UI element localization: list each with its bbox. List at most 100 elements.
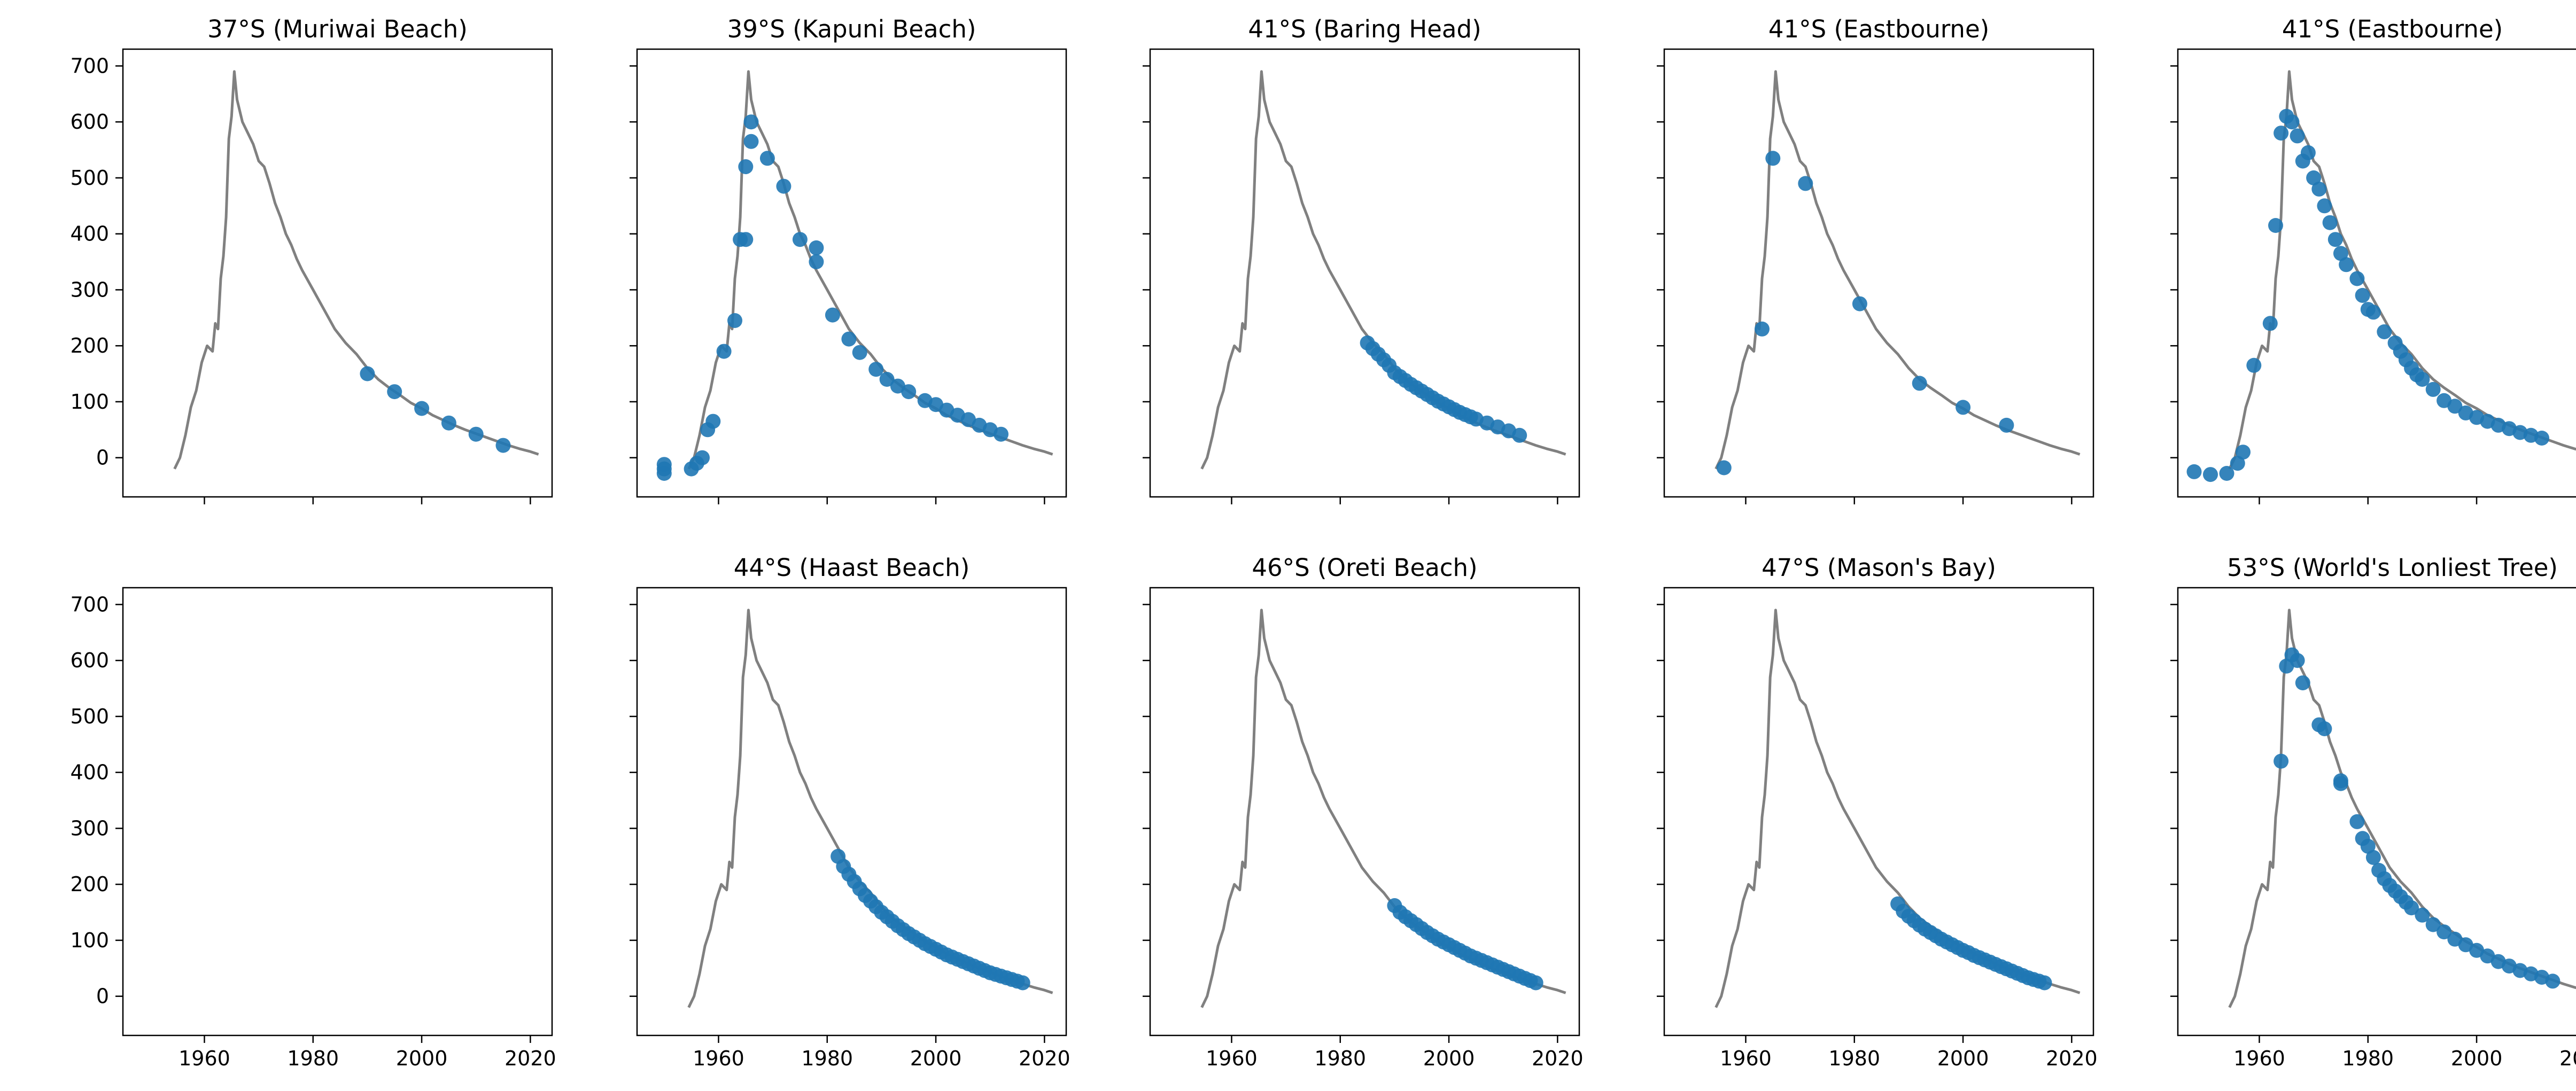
data-point — [1798, 176, 1813, 191]
background-curve — [687, 609, 1053, 1008]
data-point — [495, 438, 511, 453]
subplot-title: 53°S (World's Lonliest Tree) — [2227, 554, 2558, 582]
x-tick-label: 1960 — [693, 1047, 744, 1070]
background-curve — [1200, 70, 1566, 470]
y-tick-label: 400 — [70, 222, 109, 246]
y-tick-label: 600 — [70, 649, 109, 672]
background-curve — [1200, 609, 1566, 1008]
y-tick-label: 0 — [96, 446, 109, 470]
axes-frame — [122, 48, 553, 498]
subplot-10: 1960 1980 2000 2020 53°S (World's Lonliest T… — [2170, 554, 2576, 1070]
data-point — [2545, 973, 2561, 989]
data-point — [825, 307, 840, 323]
data-point — [2447, 399, 2463, 414]
data-point — [759, 151, 775, 166]
axes-frame — [636, 587, 1067, 1037]
x-tick-label: 1960 — [1720, 1047, 1772, 1070]
data-point — [1015, 975, 1030, 991]
x-tick-label: 2020 — [2559, 1047, 2576, 1070]
data-point — [2415, 907, 2430, 923]
data-point — [2317, 721, 2332, 736]
subplot-6: 1960 1980 2000 2020 0 100 200 300 400 500 600 700 — [70, 587, 556, 1070]
axes-frame — [2177, 48, 2576, 498]
data-point — [841, 331, 857, 347]
data-point — [1716, 460, 1732, 476]
data-point — [879, 372, 895, 387]
x-tick-label: 1960 — [179, 1047, 230, 1070]
data-point — [2230, 456, 2245, 471]
data-point — [776, 178, 792, 194]
data-point — [2425, 917, 2441, 932]
data-point — [738, 159, 754, 174]
subplot-4: 41°S (Eastbourne) — [1657, 15, 2094, 504]
subplot-5: 41°S (Eastbourne) — [2170, 15, 2576, 504]
data-point — [2300, 145, 2316, 160]
x-tick-label: 2020 — [2046, 1047, 2098, 1070]
y-tick-label: 300 — [70, 816, 109, 840]
x-tick-label: 2000 — [910, 1047, 962, 1070]
axes-frame — [122, 587, 553, 1037]
data-point — [2219, 466, 2234, 481]
data-point — [387, 384, 402, 400]
axes-frame — [1663, 587, 2094, 1037]
subplot-title: 41°S (Eastbourne) — [1768, 15, 1989, 43]
subplot-title: 41°S (Eastbourne) — [2282, 15, 2503, 43]
data-point — [441, 415, 456, 431]
axes-frame — [636, 48, 1067, 498]
data-point — [468, 426, 484, 442]
data-point — [743, 114, 759, 130]
data-point — [695, 450, 710, 465]
y-tick-label: 0 — [96, 985, 109, 1008]
x-tick-label: 2020 — [505, 1047, 556, 1070]
axes-frame — [1149, 48, 1580, 498]
background-curve — [687, 70, 1053, 470]
data-point — [2284, 114, 2300, 130]
data-point — [2365, 305, 2381, 320]
data-point — [2306, 170, 2322, 185]
data-point — [738, 232, 754, 247]
x-tick-label: 2000 — [2451, 1047, 2503, 1070]
data-point — [2404, 900, 2419, 916]
data-point — [2203, 467, 2218, 482]
data-point — [1765, 151, 1781, 166]
y-tick-label: 700 — [70, 54, 109, 77]
data-point — [901, 384, 917, 400]
data-point — [2534, 431, 2549, 446]
data-point — [2355, 287, 2370, 303]
data-point — [1512, 427, 1527, 443]
x-tick-label: 1980 — [801, 1047, 853, 1070]
data-point — [2415, 372, 2430, 387]
data-point — [852, 345, 867, 360]
subplot-title: 47°S (Mason's Bay) — [1762, 554, 1996, 582]
data-point — [1755, 321, 1770, 337]
data-point — [705, 414, 721, 429]
data-point — [2246, 357, 2262, 373]
y-tick-label: 500 — [70, 166, 109, 190]
subplot-title: 44°S (Haast Beach) — [734, 554, 970, 582]
data-point — [656, 457, 672, 472]
y-tick-label: 700 — [70, 593, 109, 616]
x-tick-label: 1980 — [1314, 1047, 1366, 1070]
subplot-7: 1960 1980 2000 2020 44°S (Haast Beach) — [630, 554, 1070, 1070]
axes-frame — [1663, 48, 2094, 498]
data-point — [1999, 417, 2014, 433]
subplot-title: 41°S (Baring Head) — [1248, 15, 1481, 43]
data-point — [2186, 464, 2202, 479]
subplot-title: 37°S (Muriwai Beach) — [207, 15, 468, 43]
data-point — [2349, 814, 2365, 829]
subplot-1: 0 100 200 300 400 500 600 700 37°S (Muriwai Beac… — [70, 15, 553, 504]
x-tick-label: 2020 — [1532, 1047, 1584, 1070]
x-tick-label: 2000 — [396, 1047, 448, 1070]
x-tick-label: 1960 — [2233, 1047, 2285, 1070]
data-point — [2365, 850, 2381, 865]
data-point — [2322, 215, 2338, 230]
data-point — [2236, 445, 2251, 460]
data-point — [809, 240, 824, 255]
x-tick-label: 1980 — [1828, 1047, 1880, 1070]
x-tick-label: 1960 — [1206, 1047, 1258, 1070]
data-point — [2290, 653, 2305, 668]
y-tick-label: 100 — [70, 390, 109, 414]
data-point — [414, 401, 430, 416]
